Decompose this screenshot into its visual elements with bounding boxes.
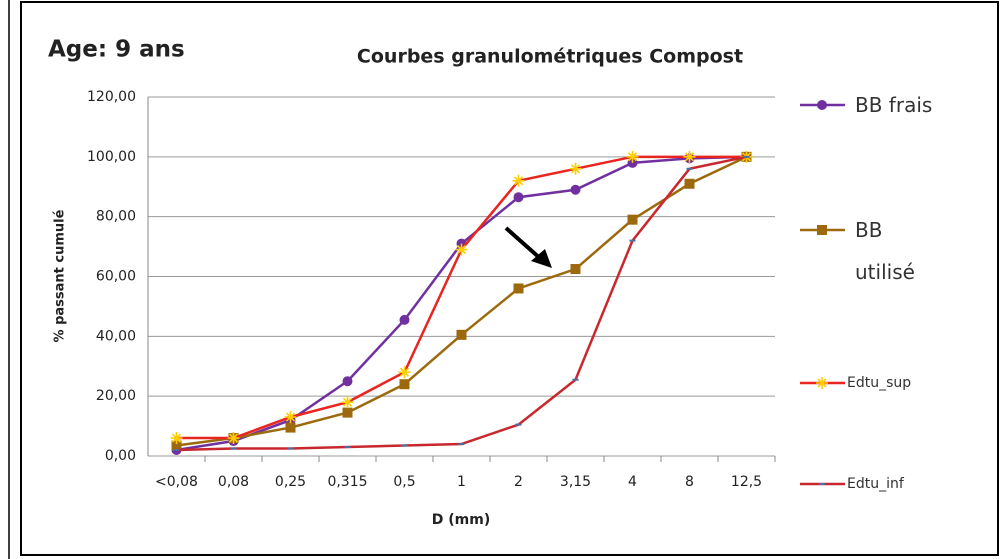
x-tick-label: 12,5 (731, 474, 762, 490)
marker (455, 243, 468, 256)
marker (342, 376, 353, 387)
y-tick-label: 60,00 (96, 269, 136, 285)
legend-label: Edtu_sup (847, 375, 912, 391)
marker (817, 225, 827, 235)
marker (684, 178, 695, 189)
x-tick-label: 2 (514, 474, 523, 490)
marker (398, 366, 411, 379)
x-tick-label: <0,08 (155, 474, 198, 490)
chart-title: Courbes granulométriques Compost (357, 46, 743, 68)
marker (285, 422, 296, 433)
marker (399, 379, 410, 390)
marker (227, 432, 240, 445)
y-tick-label: 20,00 (96, 388, 136, 404)
annotation: Age: 9 ans (48, 37, 185, 63)
marker (817, 100, 827, 110)
y-tick-label: 0,00 (105, 448, 136, 464)
arrow-head (531, 249, 552, 268)
marker (513, 283, 524, 294)
x-tick-label: 3,15 (560, 474, 591, 490)
marker (627, 214, 638, 225)
marker (512, 174, 525, 187)
marker (570, 264, 581, 275)
y-axis-label: % passant cumulé (53, 209, 68, 342)
y-tick-label: 100,00 (87, 149, 136, 165)
x-tick-label: 0,08 (218, 474, 249, 490)
legend-label: Edtu_inf (847, 476, 904, 492)
x-tick-label: 4 (628, 474, 637, 490)
series-line (176, 155, 748, 447)
y-tick-label: 80,00 (96, 209, 136, 225)
marker (284, 411, 297, 424)
legend-label: BB frais (855, 93, 933, 117)
x-tick-label: 0,5 (393, 474, 415, 490)
x-tick-label: 1 (457, 474, 466, 490)
marker (342, 407, 353, 418)
frame (20, 1, 999, 556)
marker (626, 150, 639, 163)
marker (569, 162, 582, 175)
x-axis-label: D (mm) (432, 512, 490, 528)
arrow-shaft (504, 226, 544, 262)
x-tick-label: 8 (685, 474, 694, 490)
marker (456, 329, 467, 340)
marker (570, 184, 581, 195)
marker (513, 192, 524, 203)
y-tick-label: 40,00 (96, 328, 136, 344)
marker (171, 440, 182, 451)
marker (399, 314, 410, 325)
x-tick-label: 0,315 (327, 474, 367, 490)
marker (816, 377, 828, 389)
legend-label: BB utilisé (855, 218, 915, 284)
marker (683, 150, 696, 163)
marker (341, 396, 354, 409)
marker (170, 432, 183, 445)
x-tick-label: 0,25 (275, 474, 306, 490)
y-tick-label: 120,00 (87, 89, 136, 105)
